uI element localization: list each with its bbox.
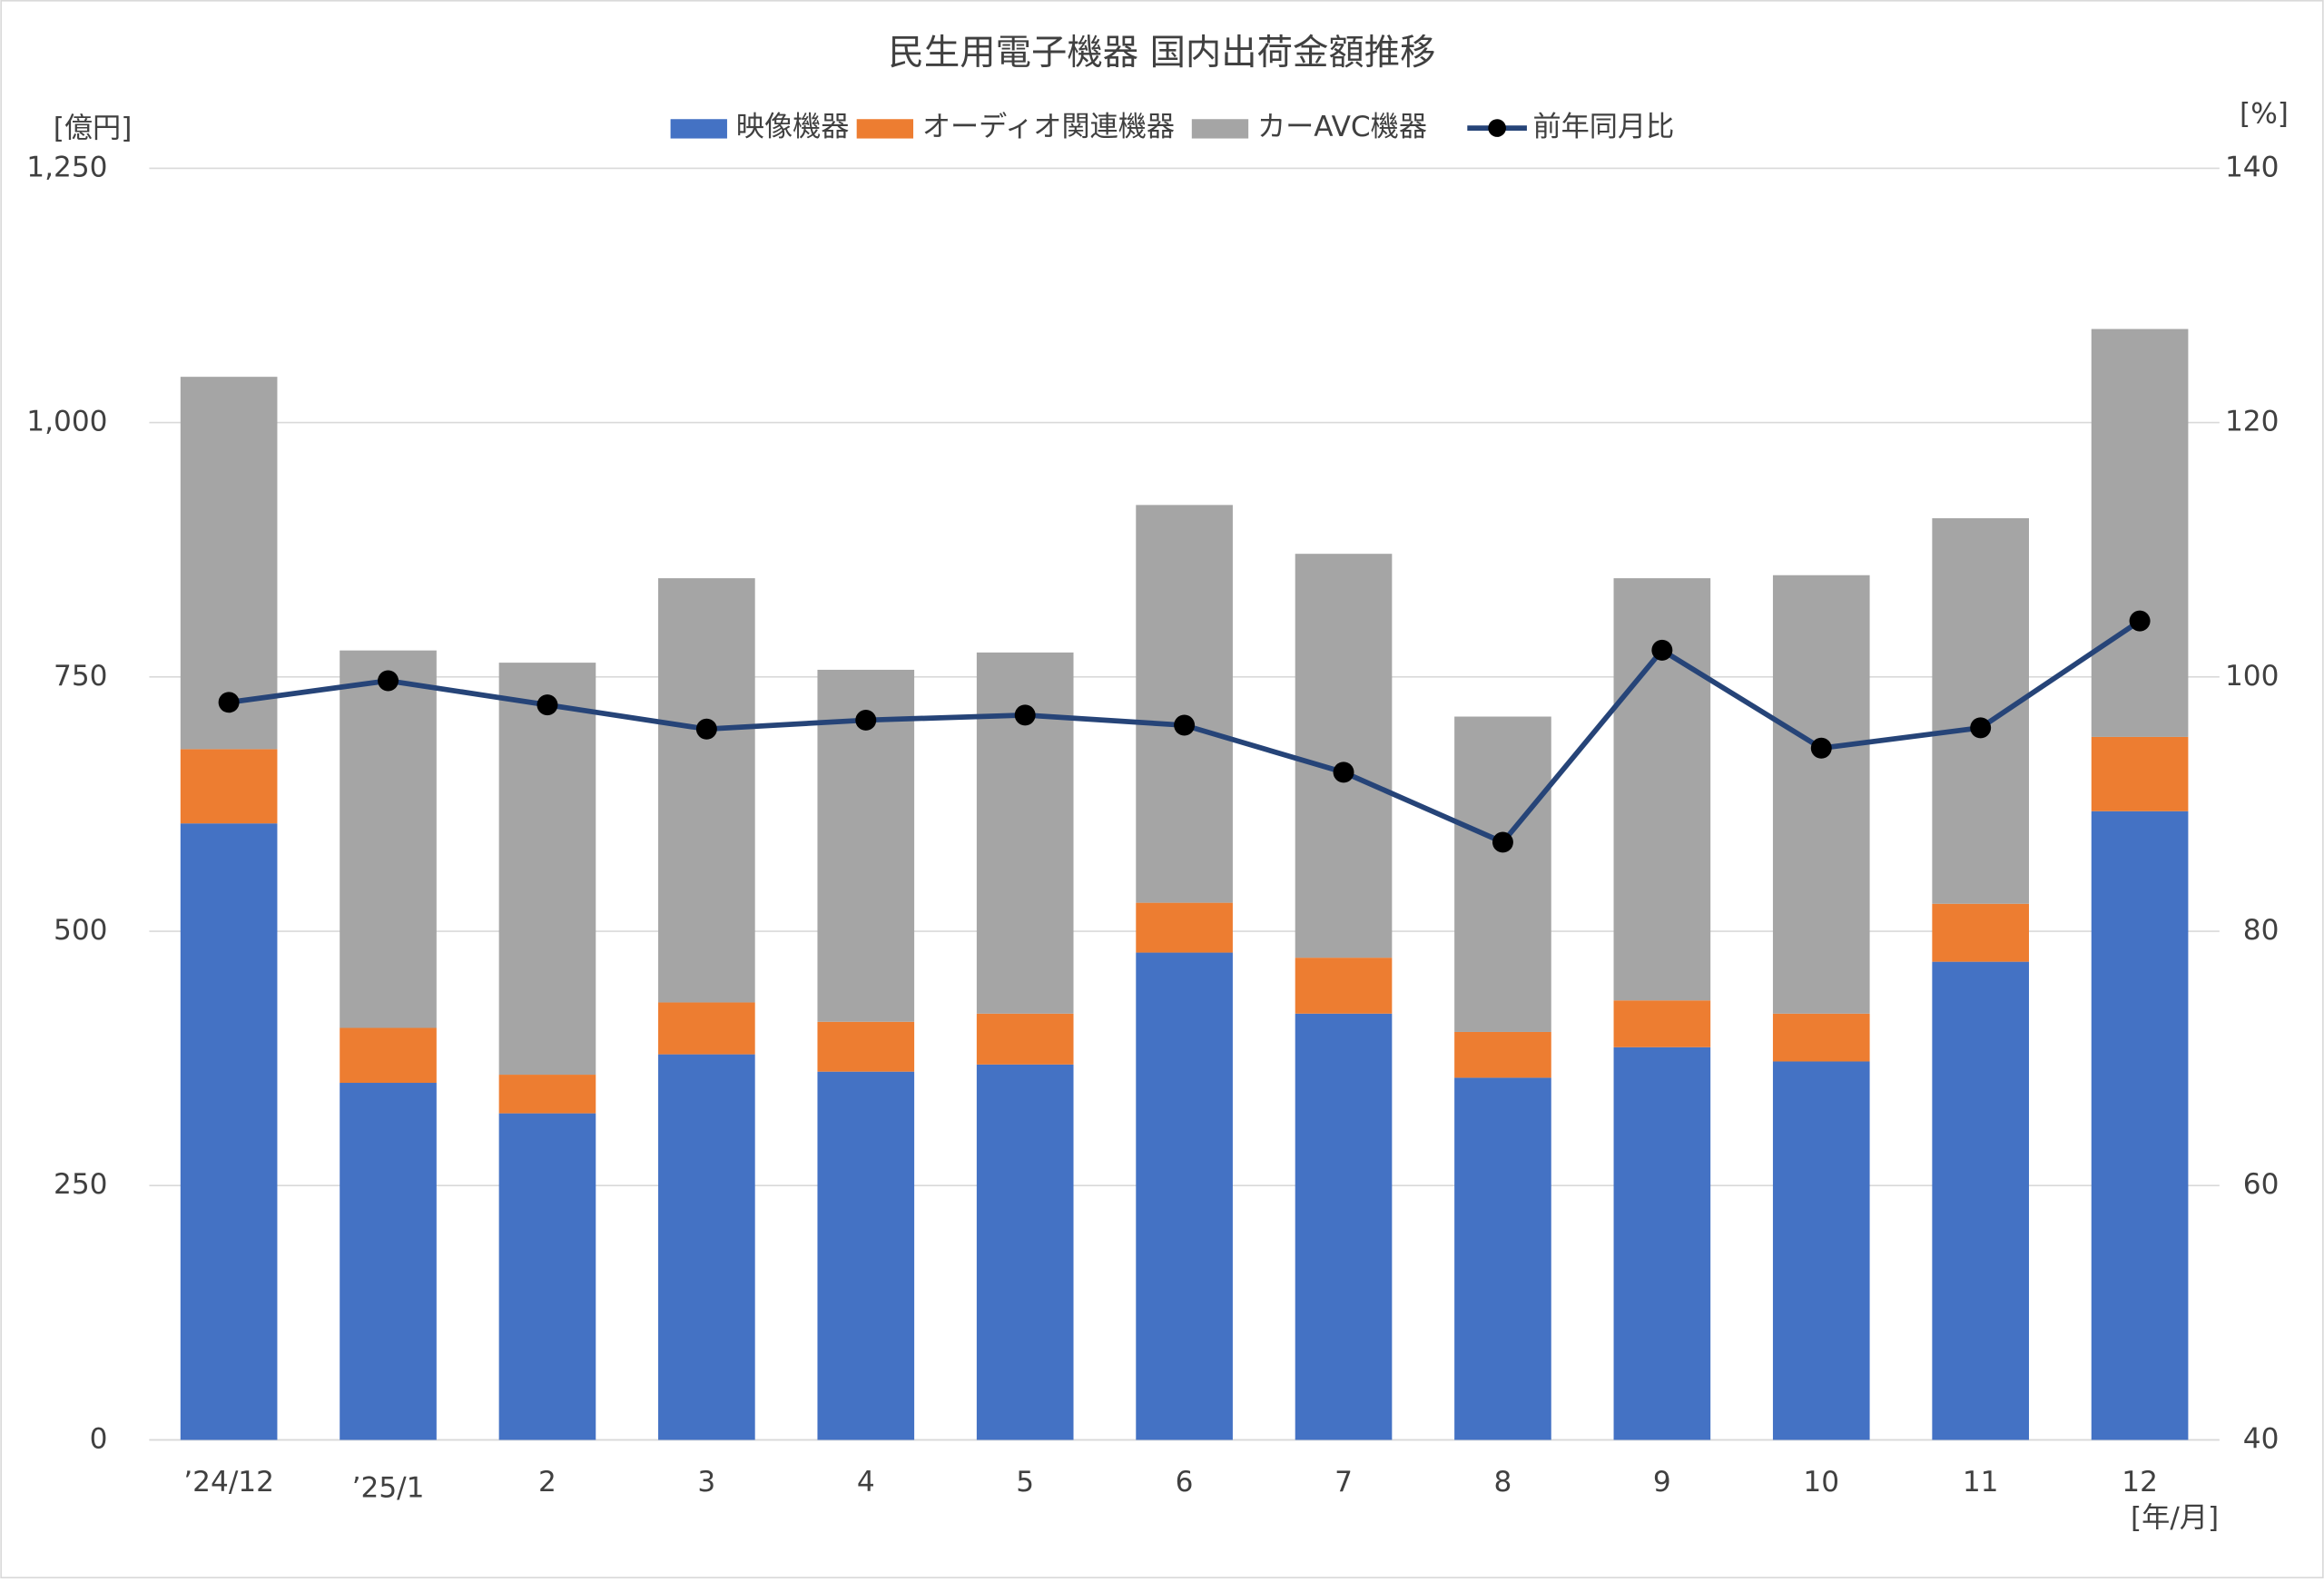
y-tick-label: 500 bbox=[54, 914, 107, 947]
bar-segment bbox=[180, 377, 278, 750]
x-tick-label: 4 bbox=[857, 1466, 875, 1498]
bar-segment bbox=[1932, 961, 2029, 1440]
x-tick-label: 11 bbox=[1963, 1466, 1999, 1498]
x-tick-label: 9 bbox=[1653, 1466, 1671, 1498]
line-marker bbox=[378, 670, 399, 692]
bar-segment bbox=[976, 1013, 1074, 1065]
x-tick-label: ’25/1 bbox=[352, 1472, 425, 1505]
legend-swatch bbox=[1488, 119, 1506, 137]
bar-segment bbox=[2091, 329, 2189, 737]
bar-segment bbox=[1454, 1077, 1551, 1440]
x-tick-label: 3 bbox=[697, 1466, 715, 1498]
legend-swatch bbox=[1191, 119, 1249, 139]
y2-axis-unit: [%] bbox=[2240, 97, 2289, 130]
x-tick-label: 8 bbox=[1494, 1466, 1512, 1498]
line-marker bbox=[1970, 717, 1992, 739]
bar-segment bbox=[1932, 517, 2029, 904]
y2-tick-label: 40 bbox=[2243, 1422, 2280, 1455]
bar-segment bbox=[658, 1054, 755, 1440]
x-tick-label: 5 bbox=[1016, 1466, 1034, 1498]
bar-segment bbox=[180, 823, 278, 1440]
y-tick-label: 750 bbox=[54, 660, 107, 693]
y-axis-unit: [億円] bbox=[54, 113, 133, 145]
bar-segment bbox=[1613, 1000, 1711, 1047]
x-tick-label: ’24/12 bbox=[183, 1466, 274, 1498]
legend-swatch bbox=[670, 119, 727, 139]
legend-swatch bbox=[856, 119, 914, 139]
x-tick-label: 12 bbox=[2122, 1466, 2158, 1498]
line-marker bbox=[695, 718, 717, 740]
bar-segment bbox=[1932, 903, 2029, 962]
bar-segment bbox=[1136, 952, 1233, 1440]
bar-segment bbox=[498, 663, 596, 1076]
y2-tick-label: 60 bbox=[2243, 1168, 2280, 1201]
line-marker bbox=[1651, 639, 1673, 661]
bar-segment bbox=[1454, 716, 1551, 1032]
bar-segment bbox=[2091, 811, 2189, 1440]
legend-label: 映像機器 bbox=[736, 111, 850, 143]
x-axis-unit: [年/月] bbox=[2131, 1501, 2219, 1534]
y-tick-label: 1,000 bbox=[26, 406, 107, 438]
legend-label: カーAVC機器 bbox=[1257, 111, 1427, 143]
bar-segment bbox=[1136, 902, 1233, 953]
bar-segment bbox=[1454, 1031, 1551, 1078]
bar-segment bbox=[817, 1021, 915, 1072]
line-marker bbox=[218, 692, 240, 713]
bar-segment bbox=[1136, 505, 1233, 903]
bar-segment bbox=[340, 1083, 437, 1440]
y2-tick-label: 140 bbox=[2225, 151, 2279, 183]
bar-segment bbox=[1613, 1046, 1711, 1440]
bar-segment bbox=[340, 650, 437, 1028]
bar-segment bbox=[976, 1064, 1074, 1440]
bar-segment bbox=[658, 578, 755, 1003]
line-marker bbox=[855, 709, 877, 731]
y-tick-label: 0 bbox=[90, 1422, 108, 1455]
line-marker bbox=[1492, 831, 1513, 853]
bar-segment bbox=[1295, 958, 1393, 1014]
y2-tick-label: 120 bbox=[2225, 406, 2279, 438]
bar-segment bbox=[817, 1071, 915, 1440]
line-marker bbox=[1014, 704, 1036, 726]
bar-segment bbox=[498, 1113, 596, 1440]
y-tick-label: 1,250 bbox=[26, 151, 107, 183]
bar-segment bbox=[498, 1075, 596, 1114]
y2-tick-label: 100 bbox=[2225, 660, 2279, 693]
bar-segment bbox=[1295, 1013, 1393, 1440]
y-tick-label: 250 bbox=[54, 1168, 107, 1201]
line-marker bbox=[1174, 714, 1196, 736]
x-tick-label: 6 bbox=[1176, 1466, 1194, 1498]
bar-segment bbox=[1295, 554, 1393, 958]
bar-segment bbox=[1772, 575, 1870, 1014]
x-tick-label: 10 bbox=[1803, 1466, 1839, 1498]
line-marker bbox=[1333, 762, 1354, 783]
bar-segment bbox=[340, 1027, 437, 1084]
legend-label: 前年同月比 bbox=[1533, 111, 1675, 143]
line-marker bbox=[2129, 610, 2151, 632]
x-tick-label: 7 bbox=[1334, 1466, 1353, 1498]
y2-tick-label: 80 bbox=[2243, 914, 2280, 947]
bar-segment bbox=[2091, 736, 2189, 811]
bar-segment bbox=[1772, 1061, 1870, 1440]
bar-segment bbox=[1772, 1013, 1870, 1062]
x-tick-label: 2 bbox=[538, 1466, 556, 1498]
line-marker bbox=[1810, 737, 1832, 759]
bar-segment bbox=[180, 749, 278, 824]
chart-title: 民生用電子機器 国内出荷金額推移 bbox=[889, 32, 1436, 74]
legend-label: オーディオ関連機器 bbox=[922, 111, 1175, 143]
bar-segment bbox=[658, 1002, 755, 1055]
line-marker bbox=[537, 694, 558, 716]
